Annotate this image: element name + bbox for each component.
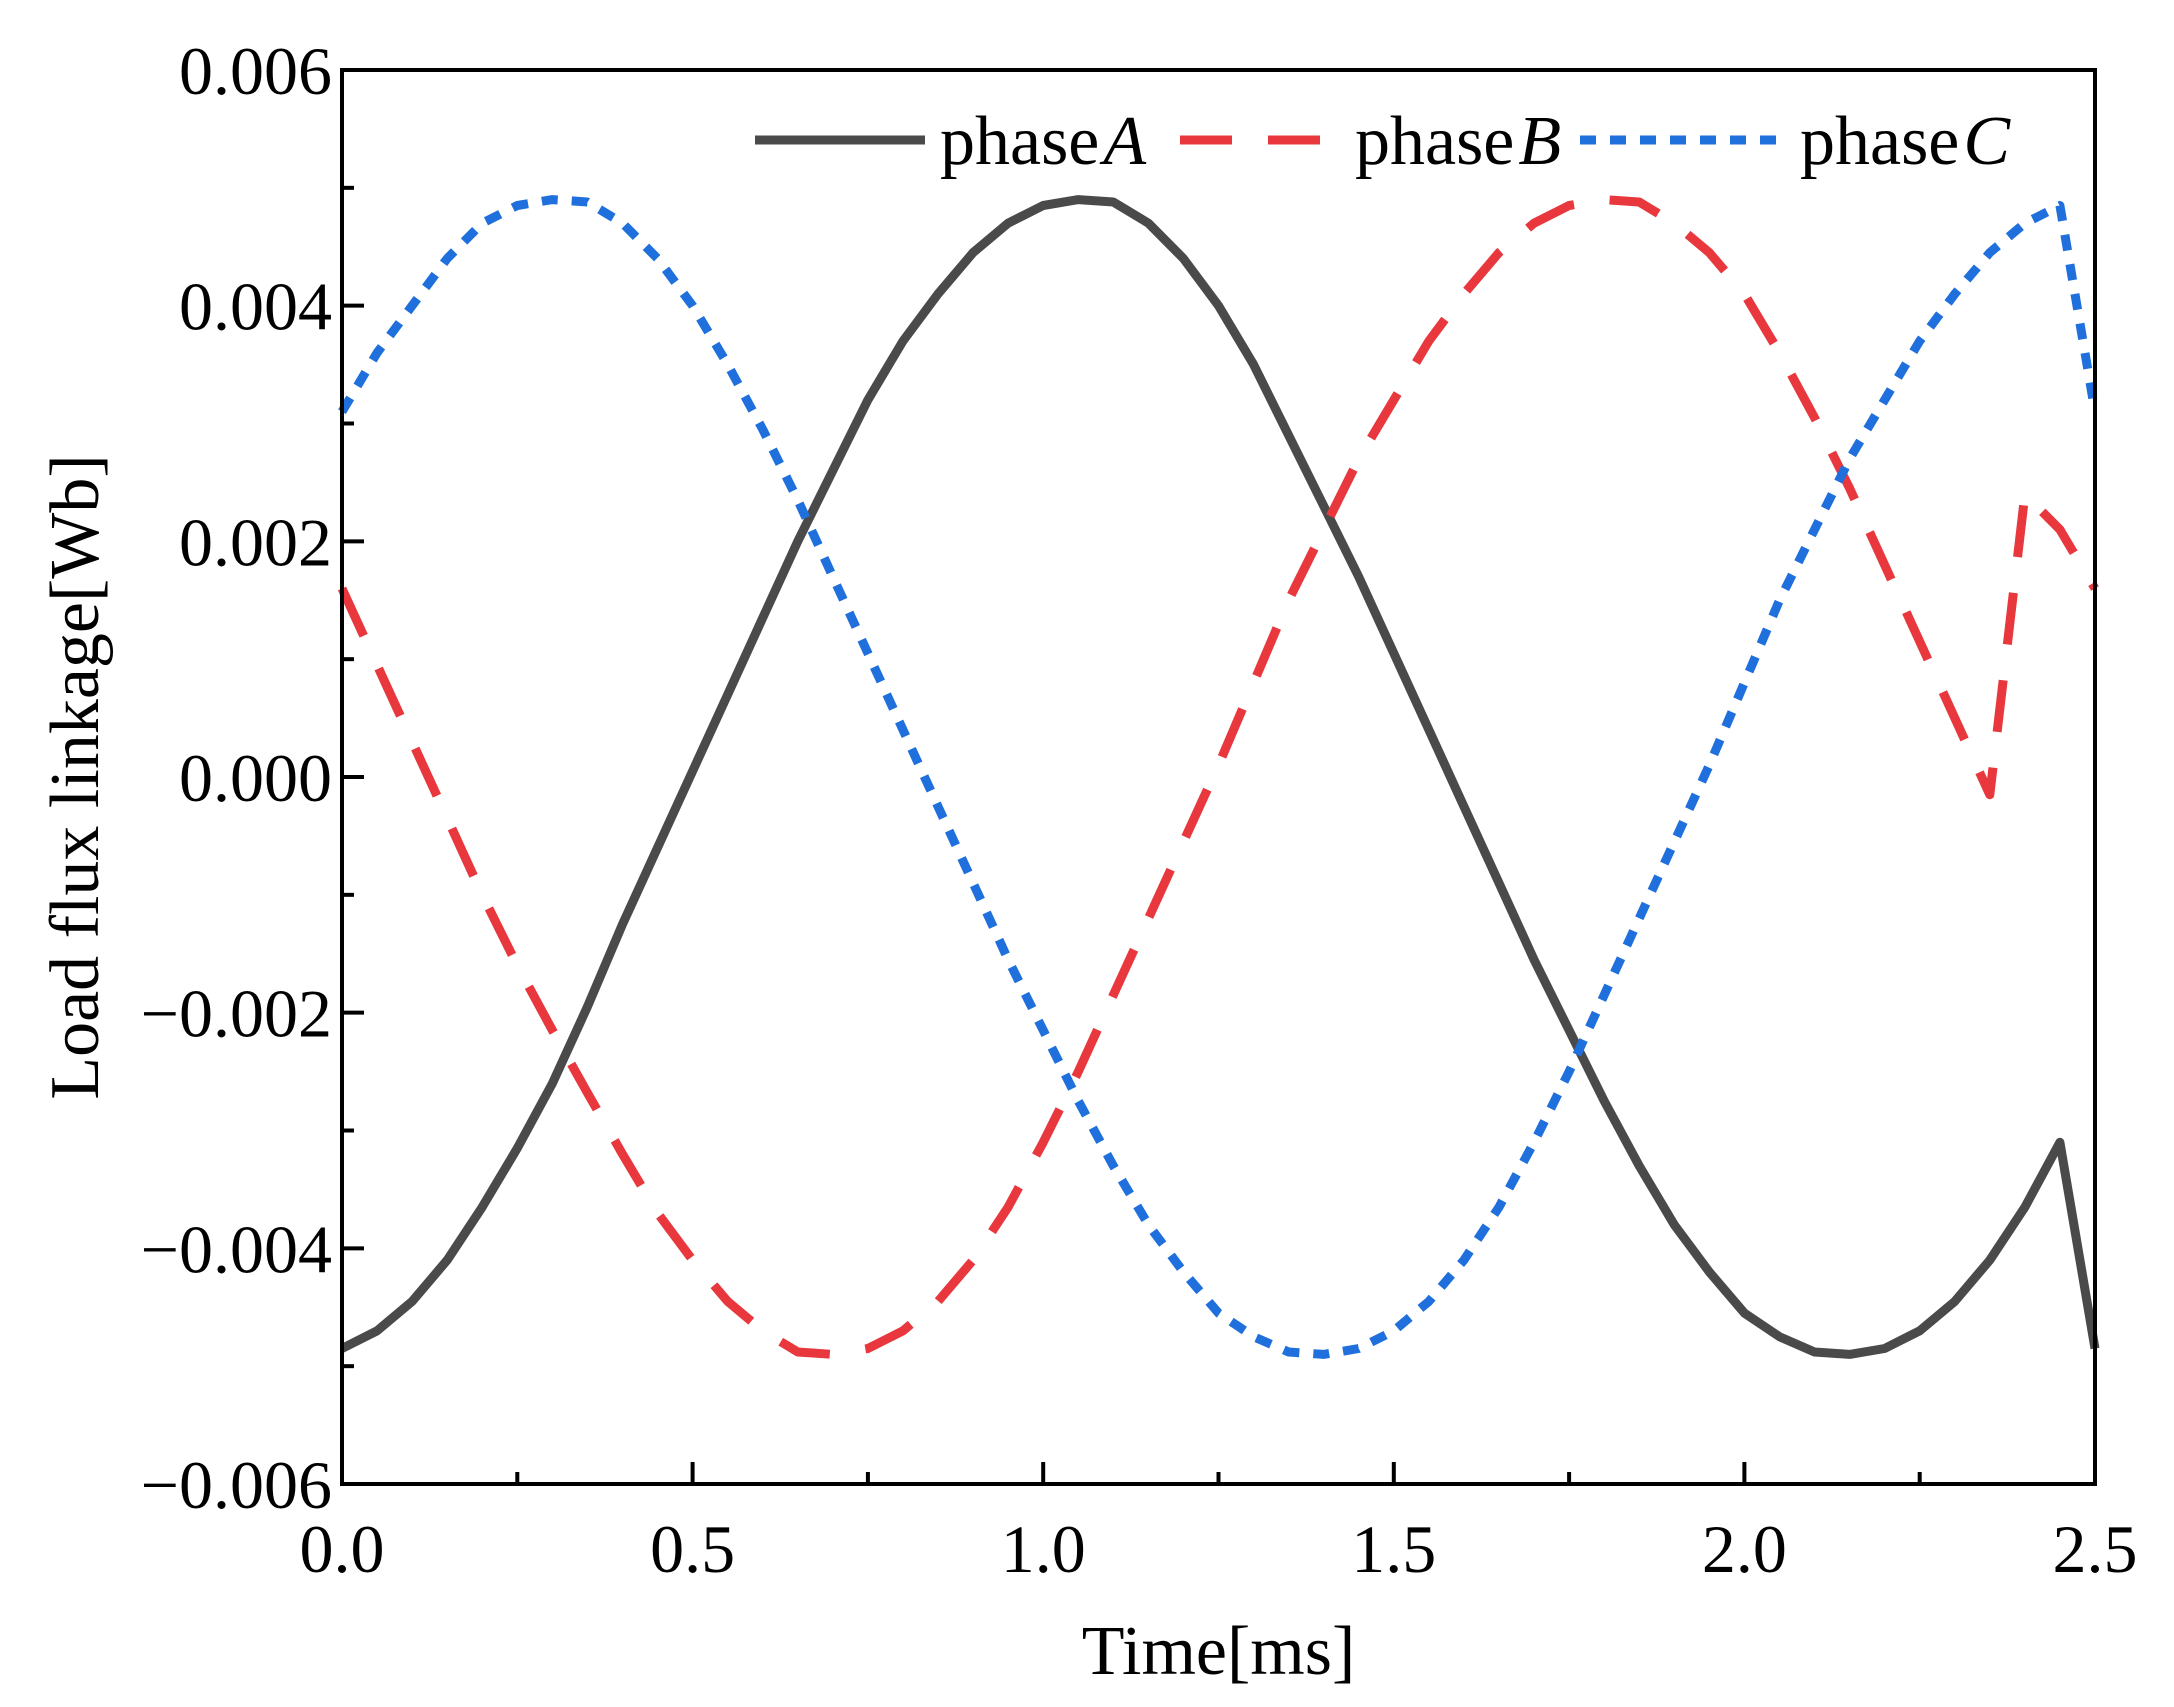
x-tick-label: 0.5	[650, 1511, 735, 1587]
y-axis-title: Load flux linkage[Wb]	[37, 454, 114, 1099]
x-tick-label: 2.5	[2053, 1511, 2138, 1587]
legend-label-prefix: phase	[1355, 103, 1514, 180]
legend-label: phaseC	[1800, 103, 2011, 180]
x-tick-label: 1.5	[1351, 1511, 1436, 1587]
legend-label-prefix: phase	[940, 103, 1099, 180]
y-tick-label: −0.002	[141, 976, 332, 1052]
legend-label-symbol: B	[1518, 103, 1561, 180]
x-tick-label: 2.0	[1702, 1511, 1787, 1587]
legend-item-phase-c: phaseC	[1580, 103, 2011, 180]
legend-item-phase-a: phaseA	[755, 103, 1146, 180]
legend: phaseA phaseB phaseC	[755, 103, 2011, 180]
x-tick-label: 1.0	[1001, 1511, 1086, 1587]
y-tick-label: 0.002	[179, 504, 332, 580]
legend-label-prefix: phase	[1800, 103, 1959, 180]
tick-label-layer: 0.0 0.5 1.0 1.5 2.0 2.5 0.006 0.004 0.002 0.000 −0…	[141, 33, 2138, 1587]
y-tick-label: −0.004	[141, 1211, 332, 1287]
y-tick-label: 0.000	[179, 740, 332, 816]
y-tick-label: 0.006	[179, 33, 332, 109]
legend-label-symbol: C	[1963, 103, 2011, 180]
legend-item-phase-b: phaseB	[1180, 103, 1561, 180]
x-axis-title: Time[ms]	[1082, 1613, 1356, 1690]
legend-label-symbol: A	[1099, 103, 1146, 180]
legend-label: phaseA	[940, 103, 1146, 180]
x-tick-label: 0.0	[300, 1511, 385, 1587]
tick-layer	[340, 68, 2097, 1486]
series-line-phase-c	[338, 195, 2100, 1359]
series-line-phase-b	[337, 195, 2099, 1359]
legend-label: phaseB	[1355, 103, 1561, 180]
series-line-phase-a	[339, 195, 2100, 1359]
y-tick-label: −0.006	[141, 1447, 332, 1523]
series-layer	[337, 195, 2100, 1359]
y-tick-label: 0.004	[179, 269, 332, 345]
